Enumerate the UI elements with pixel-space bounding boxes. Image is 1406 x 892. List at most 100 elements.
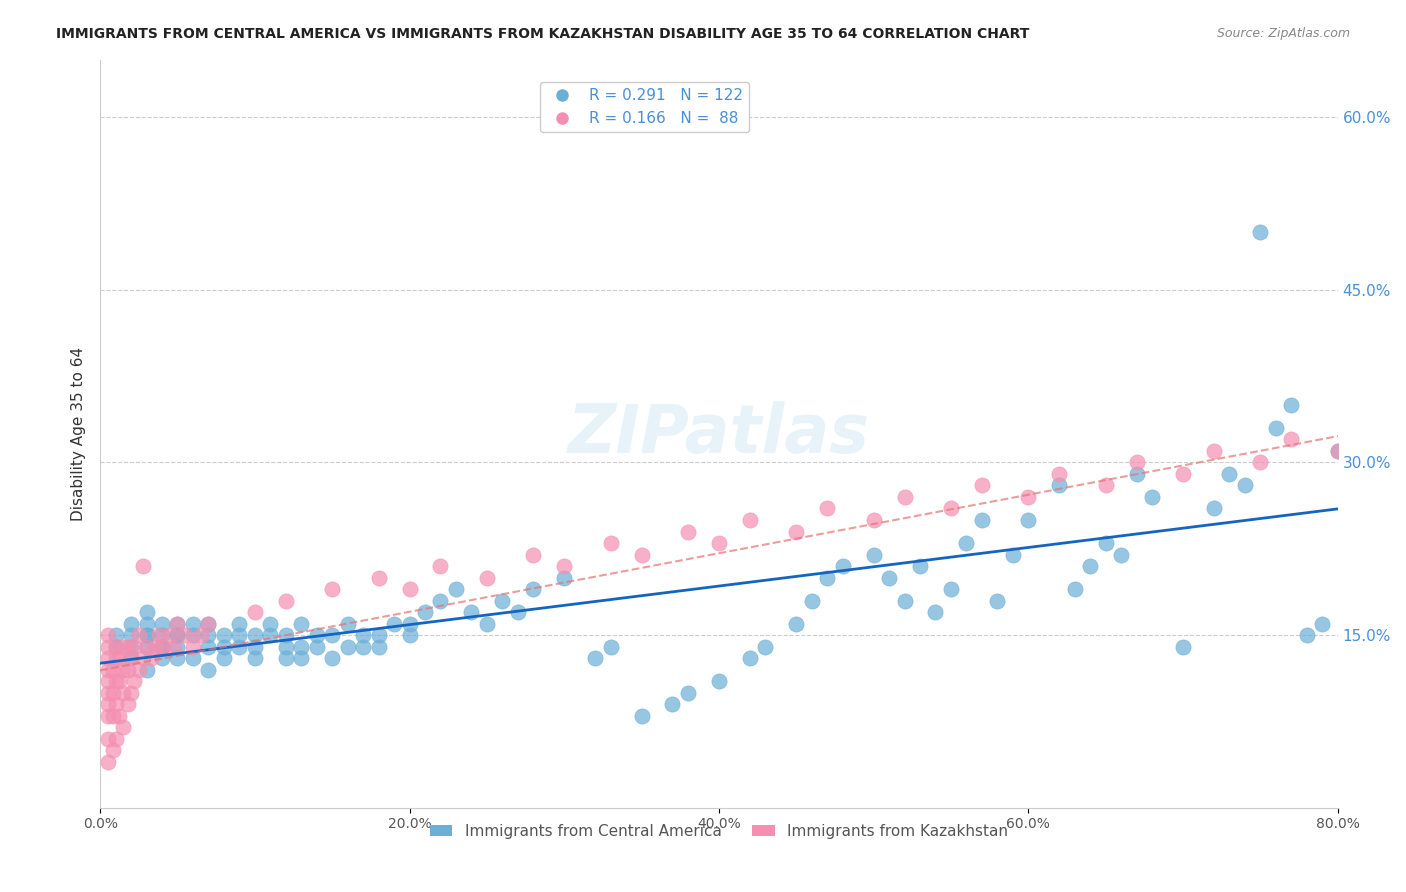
- Point: [181, 616, 204, 631]
- Point: [1233, 478, 1256, 492]
- Point: [352, 628, 374, 642]
- Point: [150, 640, 173, 654]
- Point: [661, 697, 683, 711]
- Point: [599, 640, 621, 654]
- Point: [150, 628, 173, 642]
- Point: [908, 559, 931, 574]
- Point: [305, 628, 328, 642]
- Point: [274, 628, 297, 642]
- Point: [101, 743, 124, 757]
- Point: [1125, 467, 1147, 481]
- Text: Source: ZipAtlas.com: Source: ZipAtlas.com: [1216, 27, 1350, 40]
- Point: [398, 616, 420, 631]
- Point: [1171, 640, 1194, 654]
- Point: [1279, 433, 1302, 447]
- Point: [738, 513, 761, 527]
- Point: [104, 628, 127, 642]
- Point: [181, 651, 204, 665]
- Point: [1202, 444, 1225, 458]
- Point: [290, 616, 312, 631]
- Point: [120, 651, 142, 665]
- Point: [1249, 225, 1271, 239]
- Point: [141, 651, 163, 665]
- Point: [893, 593, 915, 607]
- Point: [1403, 433, 1406, 447]
- Point: [101, 708, 124, 723]
- Point: [120, 686, 142, 700]
- Point: [166, 640, 188, 654]
- Point: [1125, 455, 1147, 469]
- Point: [924, 605, 946, 619]
- Point: [190, 628, 212, 642]
- Point: [413, 605, 436, 619]
- Point: [1310, 616, 1333, 631]
- Point: [939, 501, 962, 516]
- Point: [336, 640, 359, 654]
- Point: [1140, 490, 1163, 504]
- Point: [181, 628, 204, 642]
- Point: [274, 593, 297, 607]
- Point: [212, 640, 235, 654]
- Point: [104, 651, 127, 665]
- Point: [1094, 536, 1116, 550]
- Point: [174, 628, 197, 642]
- Point: [367, 570, 389, 584]
- Point: [785, 524, 807, 539]
- Point: [274, 651, 297, 665]
- Point: [117, 663, 139, 677]
- Point: [1372, 524, 1395, 539]
- Point: [212, 628, 235, 642]
- Point: [398, 582, 420, 596]
- Point: [166, 628, 188, 642]
- Point: [862, 548, 884, 562]
- Point: [148, 628, 170, 642]
- Point: [104, 731, 127, 746]
- Point: [120, 640, 142, 654]
- Point: [1017, 513, 1039, 527]
- Point: [128, 663, 150, 677]
- Point: [97, 674, 120, 689]
- Point: [970, 478, 993, 492]
- Point: [97, 697, 120, 711]
- Point: [676, 686, 699, 700]
- Point: [815, 570, 838, 584]
- Point: [1341, 582, 1364, 596]
- Point: [429, 559, 451, 574]
- Point: [1094, 478, 1116, 492]
- Point: [197, 640, 219, 654]
- Point: [132, 651, 155, 665]
- Point: [112, 720, 135, 734]
- Point: [321, 651, 343, 665]
- Point: [117, 640, 139, 654]
- Point: [150, 616, 173, 631]
- Point: [398, 628, 420, 642]
- Point: [1109, 548, 1132, 562]
- Point: [815, 501, 838, 516]
- Point: [630, 708, 652, 723]
- Point: [1357, 605, 1379, 619]
- Point: [97, 640, 120, 654]
- Point: [460, 605, 482, 619]
- Point: [107, 674, 129, 689]
- Point: [367, 628, 389, 642]
- Point: [506, 605, 529, 619]
- Point: [444, 582, 467, 596]
- Point: [197, 628, 219, 642]
- Point: [1202, 501, 1225, 516]
- Point: [321, 582, 343, 596]
- Point: [1279, 398, 1302, 412]
- Point: [197, 616, 219, 631]
- Point: [135, 628, 157, 642]
- Point: [630, 548, 652, 562]
- Point: [120, 651, 142, 665]
- Point: [166, 628, 188, 642]
- Point: [429, 593, 451, 607]
- Point: [112, 640, 135, 654]
- Point: [101, 663, 124, 677]
- Point: [862, 513, 884, 527]
- Point: [1078, 559, 1101, 574]
- Point: [97, 731, 120, 746]
- Point: [97, 651, 120, 665]
- Point: [893, 490, 915, 504]
- Point: [1264, 421, 1286, 435]
